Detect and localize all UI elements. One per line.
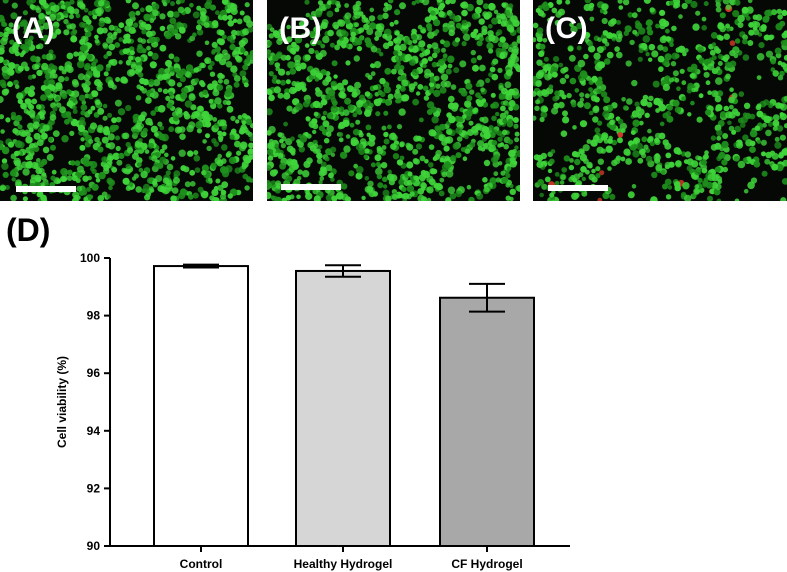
y-tick-label: 92 [87,481,101,495]
micrograph-panel-a: (A) [0,0,253,201]
cell-cluster [0,0,253,201]
scale-bar-a [16,186,76,192]
x-tick-label: Control [180,557,223,571]
micrograph-panel-b: (B) [267,0,520,201]
cell-field-c [533,0,787,201]
panel-label-a: (A) [12,12,56,45]
bar-2 [439,296,535,547]
y-tick-label: 94 [87,424,101,438]
scale-bar-c [548,185,608,191]
chart-panel-label: (D) [6,212,51,248]
y-tick-label: 96 [87,366,101,380]
y-tick-label: 90 [87,539,101,553]
micrograph-panel-c: (C) [533,0,787,201]
y-tick-label: 100 [80,251,100,265]
cell-field-a [0,0,253,201]
x-tick-label: CF Hydrogel [451,557,522,571]
x-tick-label: Healthy Hydrogel [294,557,393,571]
scale-bar-b [281,184,341,190]
panel-label-b: (B) [279,12,323,45]
panel-label-c: (C) [545,12,589,45]
bar-1 [295,269,391,547]
bar-0 [153,265,249,547]
y-axis-label: Cell viability (%) [55,356,69,448]
cell-cluster [533,0,787,201]
y-tick-label: 98 [87,309,101,323]
